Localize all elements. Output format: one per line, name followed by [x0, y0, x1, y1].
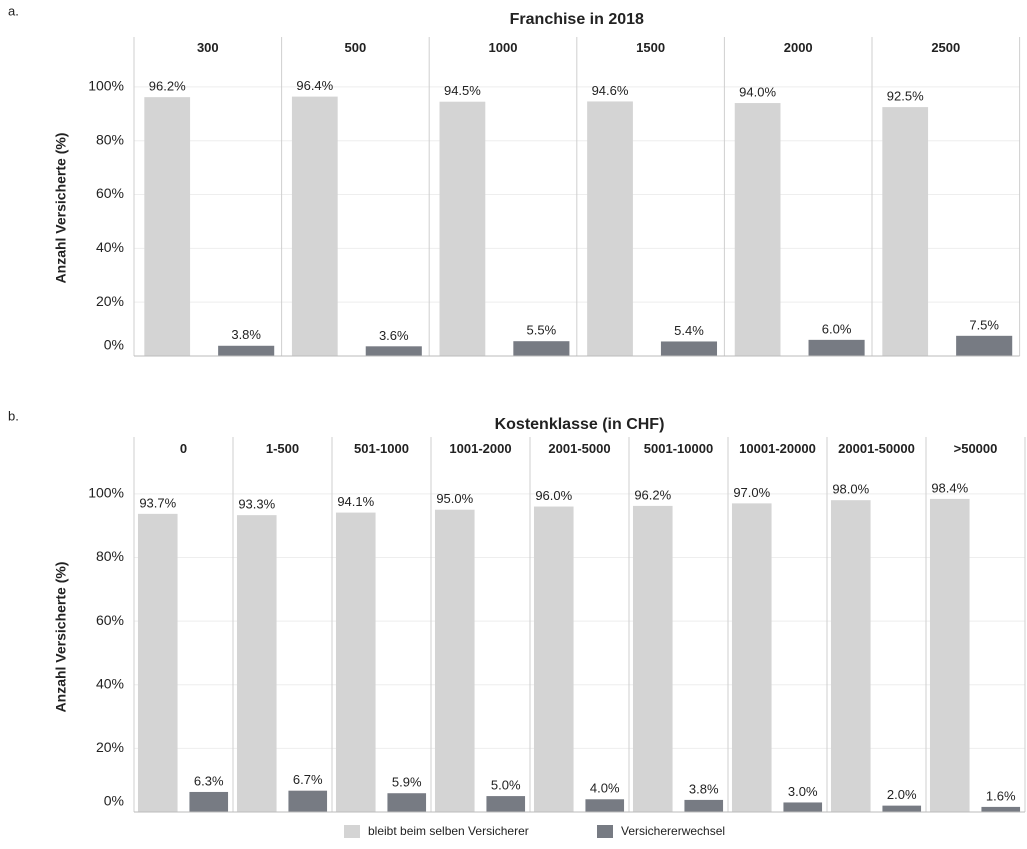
- facet-header: 1500: [636, 40, 665, 55]
- value-label: 6.0%: [822, 321, 852, 336]
- facet-header: 2000: [784, 40, 813, 55]
- value-label: 5.5%: [527, 323, 557, 338]
- bar: [587, 101, 633, 356]
- value-label: 96.4%: [296, 78, 333, 93]
- panel-label: b.: [8, 408, 19, 423]
- value-label: 7.5%: [969, 317, 999, 332]
- facet-header: 500: [345, 40, 367, 55]
- facet-header: 300: [197, 40, 219, 55]
- value-label: 5.9%: [392, 775, 422, 790]
- value-label: 94.5%: [444, 83, 481, 98]
- value-label: 6.7%: [293, 772, 323, 787]
- y-tick-label: 80%: [96, 548, 124, 564]
- facet-header: 0: [180, 441, 187, 456]
- y-tick-label: 0%: [104, 793, 124, 809]
- facet-header: 2500: [931, 40, 960, 55]
- value-label: 6.3%: [194, 773, 224, 788]
- y-tick-label: 100%: [88, 78, 124, 94]
- facet-header: 1001-2000: [449, 441, 511, 456]
- y-tick-label: 0%: [104, 337, 124, 353]
- bar: [288, 790, 328, 812]
- bar: [882, 107, 929, 356]
- bar: [513, 341, 570, 356]
- facet-header: 2001-5000: [548, 441, 610, 456]
- bar: [439, 101, 486, 356]
- bar: [144, 97, 191, 356]
- bar: [291, 96, 338, 356]
- value-label: 92.5%: [887, 89, 924, 104]
- bar: [218, 345, 275, 356]
- y-tick-label: 40%: [96, 239, 124, 255]
- facet-header: 1-500: [266, 441, 299, 456]
- value-label: 93.7%: [139, 495, 176, 510]
- bar: [533, 506, 574, 812]
- bar: [236, 515, 277, 812]
- value-label: 2.0%: [887, 787, 917, 802]
- y-tick-label: 60%: [96, 612, 124, 628]
- value-label: 93.3%: [238, 497, 275, 512]
- y-tick-label: 100%: [88, 485, 124, 501]
- bar: [335, 512, 376, 812]
- bar: [434, 509, 475, 812]
- value-label: 5.4%: [674, 323, 704, 338]
- value-label: 98.0%: [832, 482, 869, 497]
- facet-header: 1000: [489, 40, 518, 55]
- facet-header: 5001-10000: [644, 441, 713, 456]
- bar: [882, 805, 922, 812]
- value-label: 5.0%: [491, 778, 521, 793]
- bar: [929, 498, 970, 812]
- value-label: 96.2%: [634, 487, 671, 502]
- bar: [808, 339, 865, 356]
- y-axis-label: Anzahl Versicherte (%): [53, 562, 69, 713]
- bar: [365, 346, 422, 356]
- y-axis-label: Anzahl Versicherte (%): [53, 133, 69, 284]
- bar: [956, 335, 1013, 356]
- value-label: 95.0%: [436, 491, 473, 506]
- y-tick-label: 20%: [96, 293, 124, 309]
- bar: [981, 806, 1021, 812]
- value-label: 3.8%: [231, 327, 261, 342]
- y-tick-label: 80%: [96, 131, 124, 147]
- bar: [684, 799, 724, 812]
- bar: [585, 799, 625, 812]
- value-label: 3.6%: [379, 328, 409, 343]
- value-label: 96.0%: [535, 488, 572, 503]
- chart-title: Franchise in 2018: [510, 11, 644, 28]
- y-tick-label: 60%: [96, 185, 124, 201]
- facet-header: >50000: [954, 441, 998, 456]
- value-label: 98.4%: [931, 480, 968, 495]
- value-label: 94.6%: [592, 83, 629, 98]
- legend-swatch: [344, 825, 360, 838]
- legend-label: Versichererwechsel: [621, 824, 725, 838]
- value-label: 4.0%: [590, 781, 620, 796]
- bar: [137, 513, 178, 812]
- value-label: 3.8%: [689, 781, 719, 796]
- panel-label: a.: [8, 3, 19, 18]
- bar: [830, 500, 871, 812]
- legend-label: bleibt beim selben Versicherer: [368, 824, 529, 838]
- value-label: 3.0%: [788, 784, 818, 799]
- bar: [660, 341, 718, 356]
- value-label: 97.0%: [733, 485, 770, 500]
- facet-header: 10001-20000: [739, 441, 816, 456]
- value-label: 94.1%: [337, 494, 374, 509]
- y-tick-label: 20%: [96, 739, 124, 755]
- value-label: 1.6%: [986, 788, 1016, 803]
- bar: [731, 503, 772, 812]
- value-label: 94.0%: [739, 84, 776, 99]
- bar: [387, 793, 427, 812]
- facet-header: 20001-50000: [838, 441, 915, 456]
- y-tick-label: 40%: [96, 675, 124, 691]
- legend-swatch: [597, 825, 613, 838]
- bar: [734, 103, 781, 357]
- bar: [783, 802, 823, 812]
- facet-header: 501-1000: [354, 441, 409, 456]
- value-label: 96.2%: [149, 79, 186, 94]
- bar: [486, 796, 526, 812]
- bar: [189, 791, 229, 812]
- chart-title: Kostenklasse (in CHF): [495, 416, 665, 433]
- bar: [632, 505, 673, 812]
